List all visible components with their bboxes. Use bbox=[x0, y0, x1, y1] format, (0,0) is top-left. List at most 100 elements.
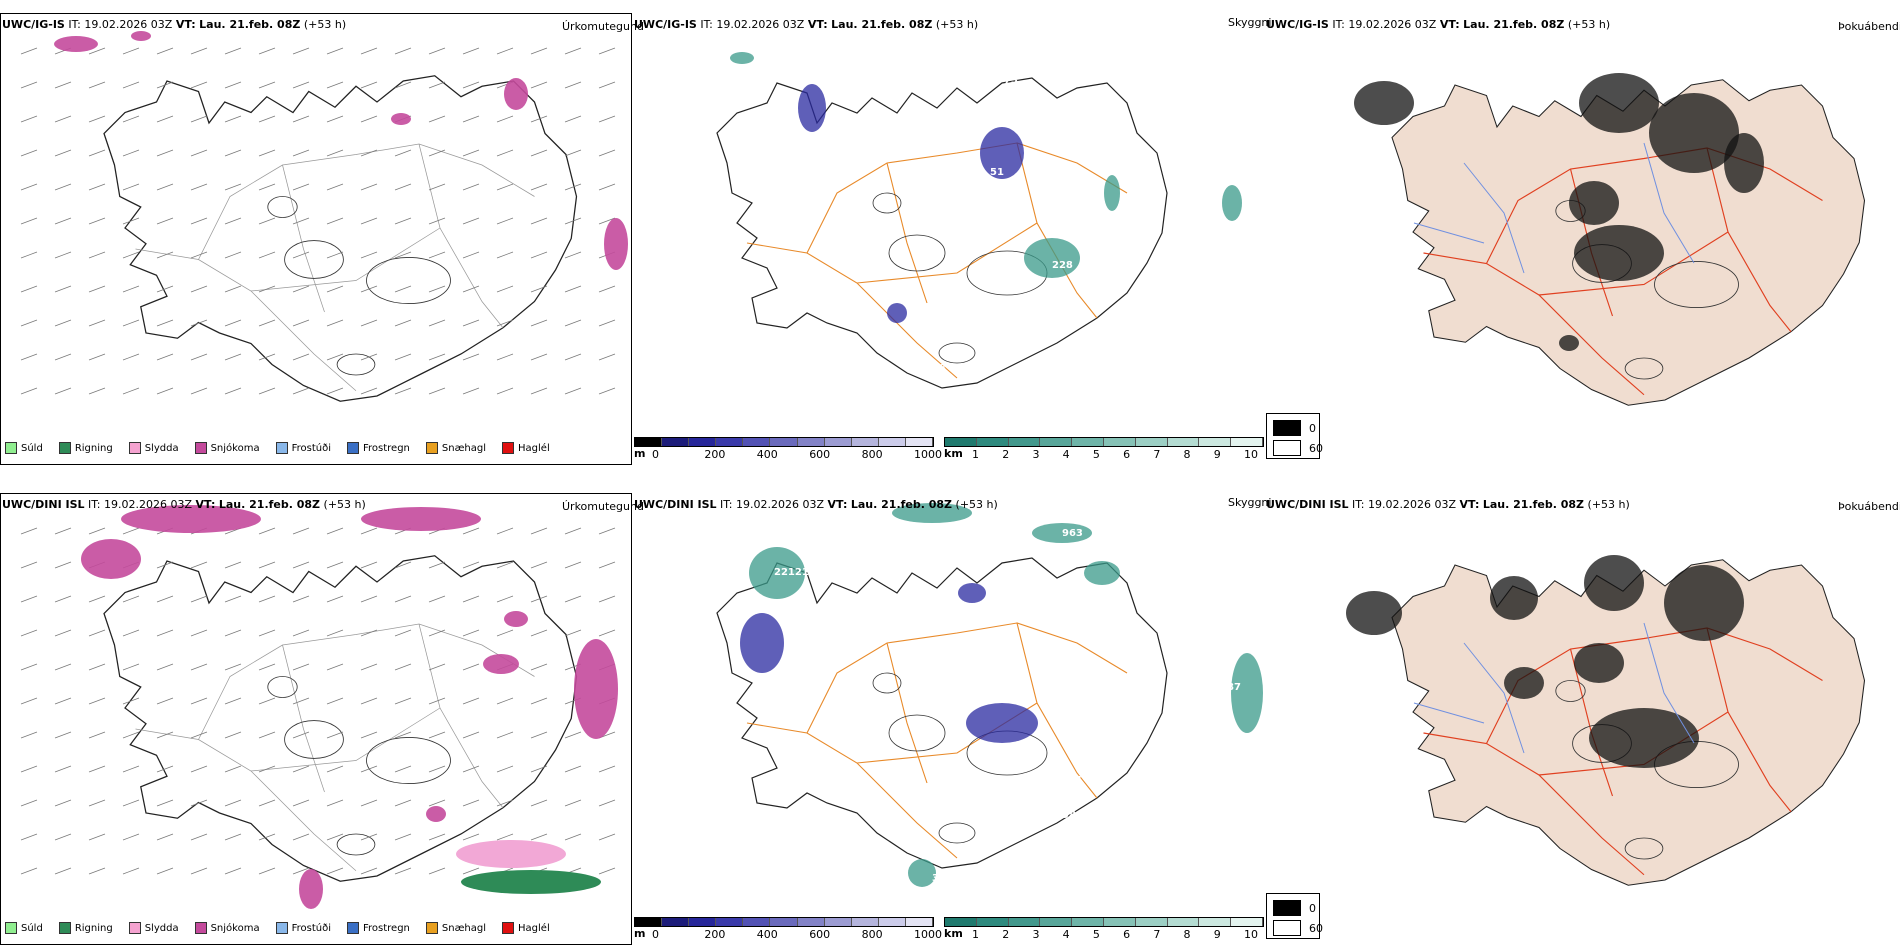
wind-barb bbox=[360, 285, 378, 293]
low-visibility-area bbox=[1231, 653, 1263, 733]
wind-barb bbox=[292, 251, 310, 259]
wind-barb bbox=[122, 663, 140, 671]
wind-barb bbox=[530, 765, 548, 773]
fog-dark-area bbox=[1504, 667, 1544, 699]
scale-tick-label: 1 bbox=[972, 448, 979, 461]
scale-tick-label: 1000 bbox=[914, 448, 942, 461]
wind-barb bbox=[598, 115, 616, 123]
low-visibility-area bbox=[1084, 561, 1120, 585]
vt-label: VT: bbox=[1459, 498, 1480, 511]
wind-barb bbox=[394, 285, 412, 293]
wind-barb bbox=[292, 561, 310, 569]
fog-dark-area bbox=[1574, 225, 1664, 281]
wind-barb bbox=[224, 629, 242, 637]
scale-ticks: 0 200 400 600 800 1000 bbox=[634, 927, 942, 941]
wind-barb bbox=[292, 115, 310, 123]
fog-dark-area bbox=[1589, 708, 1699, 768]
scale-tick-label: 2 bbox=[1002, 928, 1010, 941]
wind-barb bbox=[122, 149, 140, 157]
wind-barb bbox=[428, 561, 446, 569]
wind-barb bbox=[598, 595, 616, 603]
wind-barb bbox=[20, 183, 38, 191]
legend-item: Slydda bbox=[128, 922, 179, 934]
visibility-value-label: 87 bbox=[1227, 682, 1241, 693]
wind-barb bbox=[54, 595, 72, 603]
wind-barb bbox=[530, 115, 548, 123]
scale-tick-label: 4 bbox=[1062, 928, 1070, 941]
wind-barb bbox=[496, 731, 514, 739]
wind-barb bbox=[292, 595, 310, 603]
wind-barb bbox=[598, 81, 616, 89]
scale-cell bbox=[824, 438, 852, 446]
scale-cell bbox=[905, 918, 934, 926]
scale-cell bbox=[945, 918, 977, 926]
wind-barb bbox=[190, 561, 208, 569]
glacier-outline bbox=[366, 736, 451, 785]
scale-tick-label: 5 bbox=[1092, 928, 1100, 941]
it-value: 19.02.2026 03Z bbox=[1368, 498, 1457, 511]
scale-cell bbox=[945, 438, 977, 446]
cloud-legend-item: 60 bbox=[1273, 920, 1323, 936]
wind-barb bbox=[530, 629, 548, 637]
sleet-area bbox=[456, 840, 566, 868]
wind-barb bbox=[292, 799, 310, 807]
legend-label: Frostúði bbox=[291, 922, 331, 934]
wind-barb bbox=[122, 81, 140, 89]
glacier-outline bbox=[938, 342, 976, 364]
legend-swatch bbox=[58, 922, 71, 934]
wind-barb bbox=[394, 595, 412, 603]
wind-barb bbox=[292, 867, 310, 875]
wind-barb bbox=[54, 561, 72, 569]
wind-barb bbox=[122, 115, 140, 123]
fog-dark-area bbox=[1724, 133, 1764, 193]
wind-barb bbox=[326, 251, 344, 259]
wind-barb bbox=[292, 81, 310, 89]
wind-barb bbox=[122, 183, 140, 191]
wind-barb bbox=[530, 663, 548, 671]
glacier-outline bbox=[888, 714, 946, 752]
panel-header-dini-fog: UWC/DINI ISL IT: 19.02.2026 03Z VT: Lau.… bbox=[1266, 498, 1630, 511]
wind-barb bbox=[394, 799, 412, 807]
wind-barb bbox=[496, 527, 514, 535]
wind-barb bbox=[360, 867, 378, 875]
wind-barb bbox=[122, 629, 140, 637]
wind-barb bbox=[20, 387, 38, 395]
low-visibility-area bbox=[798, 84, 826, 132]
wind-barb bbox=[360, 765, 378, 773]
scale-cells bbox=[944, 917, 1264, 927]
wind-barb bbox=[428, 833, 446, 841]
snowfall-area bbox=[121, 505, 261, 533]
wind-barb bbox=[326, 285, 344, 293]
glacier-outline bbox=[284, 720, 344, 759]
wind-barb bbox=[54, 387, 72, 395]
wind-barb bbox=[326, 629, 344, 637]
road-line bbox=[806, 622, 1128, 734]
glacier-outline bbox=[872, 192, 902, 214]
wind-barb bbox=[564, 47, 582, 55]
wind-barb bbox=[564, 833, 582, 841]
wind-barb bbox=[496, 251, 514, 259]
glacier-outline bbox=[336, 833, 376, 856]
wind-barb bbox=[598, 387, 616, 395]
scale-tick-label: 8 bbox=[1183, 928, 1191, 941]
scale-tick-label: 600 bbox=[809, 448, 831, 461]
visibility-value-label: 127 bbox=[1057, 582, 1078, 593]
it-label: IT: bbox=[720, 498, 733, 511]
wind-barb bbox=[292, 387, 310, 395]
wind-barb bbox=[462, 799, 480, 807]
wind-barb bbox=[462, 765, 480, 773]
wind-barb bbox=[292, 217, 310, 225]
wind-barb bbox=[530, 47, 548, 55]
wind-barb bbox=[428, 217, 446, 225]
wind-barb bbox=[530, 217, 548, 225]
fog-dark-area bbox=[1354, 81, 1414, 125]
vis-panel-dini: 963 221216 100 127 87 163 221 188 98 392 bbox=[632, 493, 1264, 945]
wind-barb bbox=[462, 595, 480, 603]
road-line bbox=[886, 642, 928, 784]
it-label: IT: bbox=[88, 498, 101, 511]
wind-barb bbox=[462, 251, 480, 259]
vt-label: VT: bbox=[195, 498, 216, 511]
legend-swatch bbox=[128, 442, 141, 454]
scale-cell bbox=[1072, 438, 1104, 446]
vt-value: Lau. 21.feb. 08Z bbox=[199, 18, 301, 31]
